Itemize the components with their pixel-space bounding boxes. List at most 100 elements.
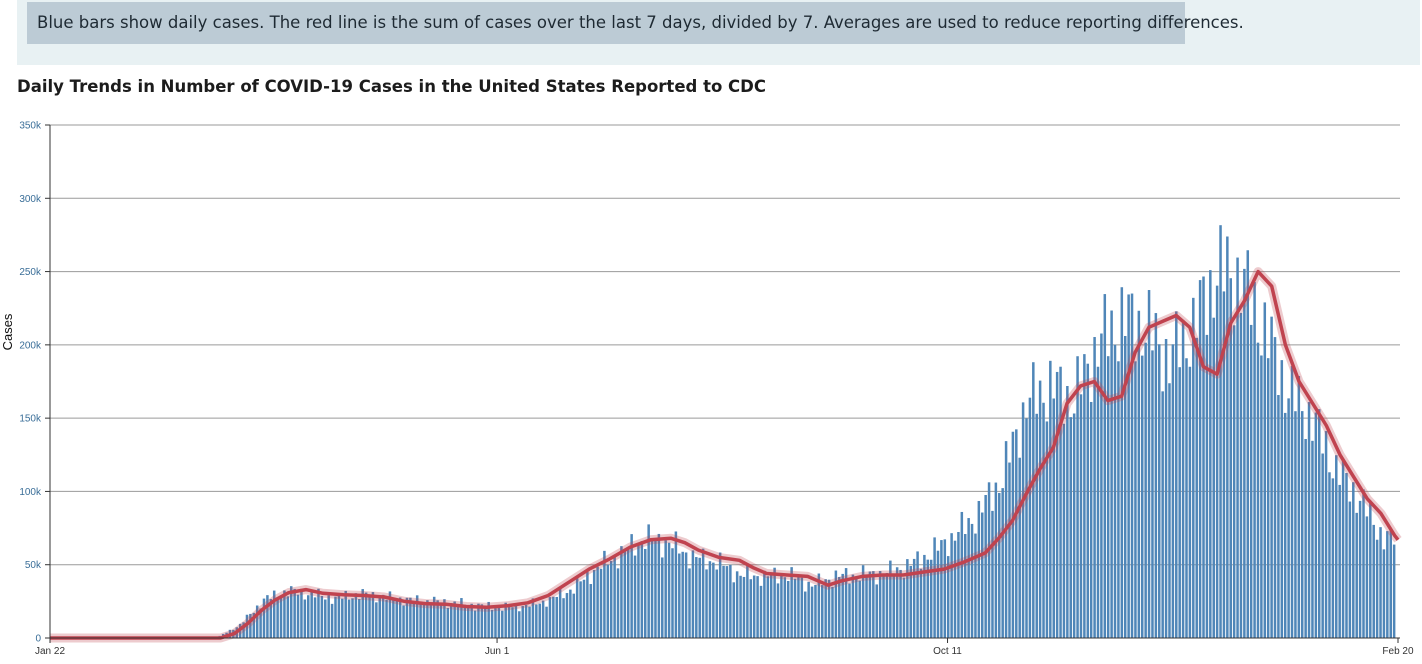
case-bar <box>1215 285 1219 638</box>
case-bar <box>946 556 950 638</box>
case-bar <box>630 534 633 638</box>
case-bar <box>674 531 678 638</box>
case-bar <box>1273 337 1277 638</box>
case-bar <box>589 584 593 638</box>
case-bar <box>841 573 844 638</box>
case-bar <box>1192 297 1195 638</box>
case-bar <box>303 599 307 638</box>
case-bar <box>552 596 555 638</box>
case-bar <box>1249 324 1253 638</box>
case-bar <box>909 566 913 638</box>
case-bar <box>1137 310 1141 638</box>
case-bar <box>1311 440 1314 638</box>
case-bar <box>1076 356 1079 638</box>
case-bar <box>1123 335 1127 638</box>
case-bar <box>453 601 456 638</box>
case-bar <box>1304 439 1307 638</box>
case-bar <box>320 596 324 638</box>
case-bar <box>906 559 909 638</box>
case-bar <box>398 597 402 638</box>
case-bar <box>977 500 981 638</box>
case-bar <box>609 560 613 638</box>
case-bar <box>1110 310 1113 638</box>
case-bar <box>756 576 759 638</box>
case-bar <box>279 597 283 638</box>
case-bar <box>1038 380 1042 638</box>
case-bar <box>1113 344 1117 638</box>
case-bar <box>637 544 640 638</box>
case-bar <box>970 523 974 638</box>
case-bar <box>456 605 460 638</box>
case-bar <box>1219 225 1222 638</box>
case-bar <box>252 612 256 638</box>
case-bar <box>875 584 878 638</box>
case-bar <box>368 597 371 638</box>
case-bar <box>1263 302 1267 638</box>
case-bar <box>242 622 245 638</box>
case-bar <box>1345 473 1348 638</box>
case-bar <box>613 555 616 638</box>
case-bar <box>460 598 463 638</box>
case-bar <box>1195 337 1198 638</box>
case-bar <box>1018 457 1021 638</box>
case-bar <box>1103 294 1107 638</box>
case-bar <box>1300 411 1304 638</box>
case-bar <box>681 551 684 638</box>
case-bar <box>293 588 296 638</box>
case-bar <box>1178 367 1181 638</box>
case-bar <box>749 579 753 638</box>
case-bar <box>272 590 276 638</box>
case-bar <box>535 604 538 638</box>
case-bar <box>814 584 817 638</box>
case-bar <box>1062 423 1066 638</box>
case-bar <box>528 606 531 638</box>
case-bar <box>381 594 385 638</box>
case-bar <box>882 576 885 638</box>
case-bar <box>1226 236 1229 638</box>
case-bar <box>712 562 715 638</box>
case-bar <box>691 550 695 638</box>
case-bar <box>1362 489 1365 638</box>
case-bar <box>289 586 293 638</box>
case-bar <box>538 603 541 638</box>
case-bar <box>426 600 429 638</box>
y-tick-label: 300k <box>19 194 42 205</box>
case-bar <box>337 594 341 638</box>
case-bar <box>1025 418 1028 638</box>
case-bar <box>415 595 419 638</box>
case-bar <box>541 600 545 638</box>
case-bar <box>429 605 433 638</box>
case-bar <box>1059 366 1062 638</box>
case-bar <box>923 554 926 638</box>
case-bar <box>507 605 511 638</box>
case-bar <box>763 570 766 638</box>
case-bar <box>991 510 994 638</box>
case-bar <box>769 574 773 638</box>
case-bar <box>1134 361 1137 638</box>
case-bar <box>1171 344 1175 638</box>
case-bar <box>773 567 776 638</box>
case-bar <box>912 558 916 638</box>
case-bar <box>586 571 589 638</box>
case-bar <box>341 598 344 638</box>
case-bar <box>1130 293 1134 638</box>
case-bar <box>640 541 644 638</box>
case-bar <box>354 593 358 638</box>
case-bar <box>810 586 814 638</box>
case-bar <box>895 567 899 638</box>
case-bar <box>766 576 770 638</box>
case-bar <box>1375 539 1379 638</box>
case-bar <box>1158 344 1161 638</box>
case-bar <box>633 555 637 638</box>
case-bar <box>266 595 269 638</box>
x-tick-label: Jan 22 <box>35 646 65 657</box>
case-bar <box>269 599 273 638</box>
case-bar <box>950 533 953 638</box>
case-bar <box>259 608 262 638</box>
case-bar <box>1389 527 1392 638</box>
y-tick-label: 250k <box>19 267 42 278</box>
case-bar <box>1260 355 1263 638</box>
case-bar <box>695 557 698 638</box>
case-bar <box>327 595 330 638</box>
case-bar <box>351 598 354 638</box>
